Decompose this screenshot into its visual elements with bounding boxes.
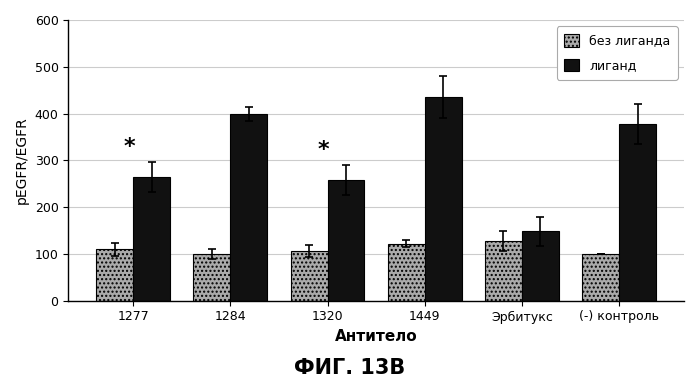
Text: *: * bbox=[318, 140, 330, 160]
Legend: без лиганда, лиганд: без лиганда, лиганд bbox=[556, 26, 678, 80]
X-axis label: Антитело: Антитело bbox=[335, 329, 417, 344]
Bar bbox=[425, 97, 461, 301]
Bar bbox=[485, 241, 522, 301]
Y-axis label: pEGFR/EGFR: pEGFR/EGFR bbox=[15, 117, 29, 204]
Bar bbox=[328, 180, 364, 301]
Bar bbox=[582, 254, 619, 301]
Bar bbox=[619, 124, 656, 301]
Bar bbox=[291, 251, 328, 301]
Text: ФИГ. 13В: ФИГ. 13В bbox=[294, 358, 405, 378]
Bar bbox=[522, 231, 559, 301]
Text: *: * bbox=[124, 137, 136, 157]
Bar bbox=[96, 249, 134, 301]
Bar bbox=[134, 177, 170, 301]
Bar bbox=[231, 113, 267, 301]
Bar bbox=[194, 254, 231, 301]
Bar bbox=[388, 244, 425, 301]
